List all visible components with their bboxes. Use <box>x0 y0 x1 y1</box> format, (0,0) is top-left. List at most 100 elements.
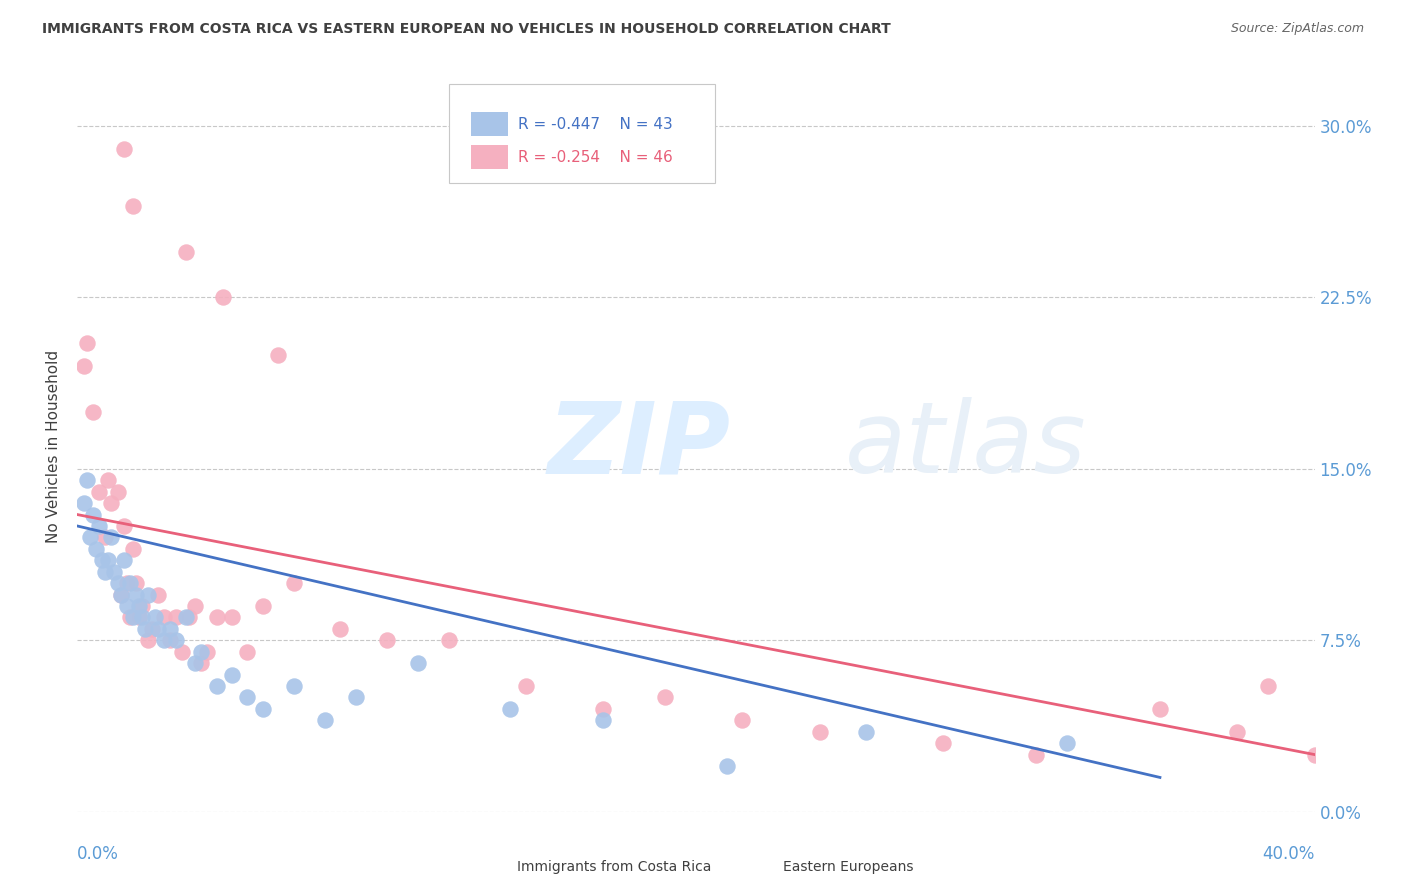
Point <box>731 714 754 728</box>
Point <box>499 702 522 716</box>
Point <box>131 610 153 624</box>
Point <box>94 565 117 579</box>
Point <box>1149 702 1171 716</box>
Text: ZIP: ZIP <box>547 398 731 494</box>
Point <box>221 667 243 681</box>
Point <box>195 645 218 659</box>
Point <box>76 473 98 487</box>
Point <box>190 656 212 670</box>
Point <box>82 508 104 522</box>
Point <box>252 599 274 613</box>
Point <box>128 610 150 624</box>
Point <box>314 714 336 728</box>
Point <box>131 599 153 613</box>
Point <box>236 690 259 705</box>
Point <box>103 565 125 579</box>
Point <box>283 679 305 693</box>
Point <box>110 588 132 602</box>
Point <box>87 484 110 499</box>
Point <box>375 633 398 648</box>
Point <box>654 690 676 705</box>
Point <box>138 588 160 602</box>
Point <box>1303 747 1326 762</box>
Point <box>100 530 122 544</box>
Point <box>808 724 831 739</box>
Point <box>118 610 141 624</box>
Point <box>172 645 194 659</box>
Point <box>515 679 537 693</box>
Point <box>115 576 138 591</box>
Text: 40.0%: 40.0% <box>1263 845 1315 863</box>
Point <box>592 702 614 716</box>
Text: Source: ZipAtlas.com: Source: ZipAtlas.com <box>1230 22 1364 36</box>
Point <box>84 541 107 556</box>
Point <box>236 645 259 659</box>
FancyBboxPatch shape <box>471 112 508 136</box>
Point <box>1226 724 1249 739</box>
Point <box>190 645 212 659</box>
Point <box>97 553 120 567</box>
Point <box>211 290 233 304</box>
Point <box>143 610 166 624</box>
Point <box>110 588 132 602</box>
Point <box>146 588 169 602</box>
Point <box>134 622 156 636</box>
Point <box>267 348 290 362</box>
Point <box>72 496 94 510</box>
Point <box>122 199 145 213</box>
Point <box>165 633 187 648</box>
Point <box>112 142 135 156</box>
Text: R = -0.254    N = 46: R = -0.254 N = 46 <box>517 150 672 165</box>
Point <box>72 359 94 373</box>
Point <box>252 702 274 716</box>
FancyBboxPatch shape <box>471 145 508 169</box>
Point <box>159 622 181 636</box>
Point <box>82 405 104 419</box>
Point <box>107 576 129 591</box>
Point <box>122 541 145 556</box>
Point <box>329 622 352 636</box>
Text: R = -0.447    N = 43: R = -0.447 N = 43 <box>517 117 672 132</box>
Point <box>159 633 181 648</box>
Point <box>115 599 138 613</box>
Point <box>107 484 129 499</box>
Point <box>1025 747 1047 762</box>
Point <box>344 690 367 705</box>
Point <box>283 576 305 591</box>
Point <box>932 736 955 750</box>
Text: Eastern Europeans: Eastern Europeans <box>783 860 912 873</box>
Point <box>165 610 187 624</box>
Point <box>184 656 207 670</box>
Point <box>76 336 98 351</box>
Point <box>406 656 429 670</box>
Point <box>153 610 176 624</box>
Point <box>1056 736 1078 750</box>
Point <box>100 496 122 510</box>
Point <box>97 473 120 487</box>
Point <box>205 610 228 624</box>
Point <box>1257 679 1279 693</box>
FancyBboxPatch shape <box>467 859 510 875</box>
Y-axis label: No Vehicles in Household: No Vehicles in Household <box>46 350 62 542</box>
Text: 0.0%: 0.0% <box>77 845 120 863</box>
Point <box>153 633 176 648</box>
Text: Immigrants from Costa Rica: Immigrants from Costa Rica <box>516 860 711 873</box>
FancyBboxPatch shape <box>449 84 714 183</box>
Text: IMMIGRANTS FROM COSTA RICA VS EASTERN EUROPEAN NO VEHICLES IN HOUSEHOLD CORRELAT: IMMIGRANTS FROM COSTA RICA VS EASTERN EU… <box>42 22 891 37</box>
Point <box>125 588 148 602</box>
Point <box>87 519 110 533</box>
Point <box>122 610 145 624</box>
Point <box>592 714 614 728</box>
Point <box>138 633 160 648</box>
Point <box>146 622 169 636</box>
Point <box>118 576 141 591</box>
Point <box>141 622 163 636</box>
Point <box>94 530 117 544</box>
Point <box>716 759 738 773</box>
Point <box>855 724 877 739</box>
Point <box>112 519 135 533</box>
Point <box>91 553 114 567</box>
Point <box>174 244 197 259</box>
Point <box>221 610 243 624</box>
Point <box>174 610 197 624</box>
